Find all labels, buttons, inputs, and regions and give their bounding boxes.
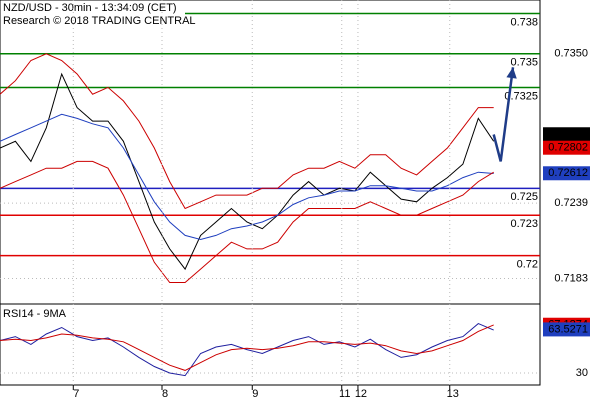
- price-box-label: 63.5271: [548, 323, 588, 335]
- chart-title: NZD/USD - 30min - 13:34:09 (CET): [3, 2, 177, 14]
- series-line: [0, 324, 494, 371]
- level-label: 0.725: [510, 191, 538, 203]
- level-label: 0.7325: [504, 90, 538, 102]
- level-label: 0.738: [510, 16, 538, 28]
- frame: [0, 0, 541, 386]
- price-box: [543, 140, 590, 155]
- series-line: [0, 53, 494, 210]
- forecast-arrowhead: [506, 67, 517, 79]
- price-box: [543, 166, 590, 181]
- series-line: [0, 113, 494, 241]
- x-tick-label: 8: [162, 388, 168, 400]
- price-box-label: 0.72802: [548, 142, 588, 154]
- price-box-label: 0.72612: [548, 167, 588, 179]
- price-box: [543, 127, 590, 142]
- forecast-arrow: [492, 67, 515, 162]
- x-tick-label: 13: [447, 388, 459, 400]
- y-tick-label: 30: [576, 367, 588, 379]
- price-box: [543, 322, 590, 337]
- chart-subtitle: Research © 2018 TRADING CENTRAL: [3, 15, 196, 27]
- x-tick-label: 11: [339, 388, 350, 400]
- y-tick-label: 0.7183: [554, 272, 588, 284]
- level-label: 0.72: [517, 259, 538, 271]
- y-tick-label: 0.7350: [554, 48, 588, 60]
- y-tick-label: 0.7239: [554, 197, 588, 209]
- series-line: [0, 72, 495, 271]
- rsi-title: RSI14 - 9MA: [3, 308, 67, 320]
- series-line: [0, 160, 494, 283]
- x-tick-label: 7: [73, 388, 79, 400]
- price-box-label: 0.72902: [548, 128, 588, 140]
- x-tick-label: 9: [252, 388, 258, 400]
- level-label: 0.735: [510, 57, 538, 69]
- x-tick-label: 12: [355, 388, 367, 400]
- level-label: 0.723: [510, 218, 538, 230]
- series-line: [0, 323, 494, 377]
